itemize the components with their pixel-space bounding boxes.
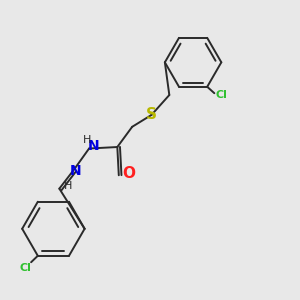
Text: H: H — [64, 181, 72, 191]
Text: S: S — [146, 107, 157, 122]
Text: Cl: Cl — [216, 90, 228, 100]
Text: H: H — [82, 135, 91, 145]
Text: N: N — [70, 164, 82, 178]
Text: Cl: Cl — [20, 262, 32, 273]
Text: N: N — [87, 139, 99, 152]
Text: O: O — [122, 166, 135, 181]
